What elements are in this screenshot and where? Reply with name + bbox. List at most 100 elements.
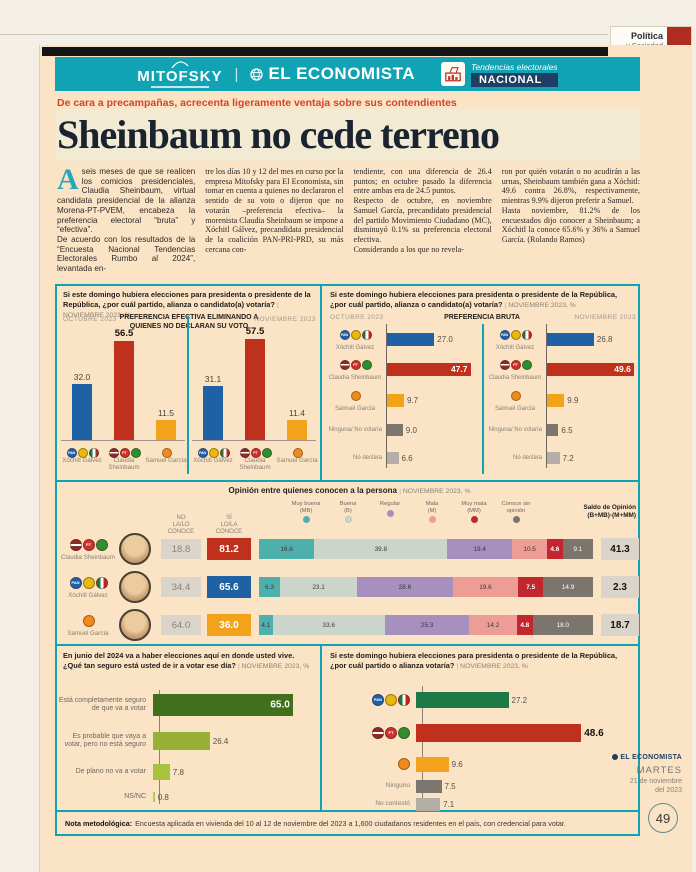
bar-no-declara-noviembre [547,452,560,464]
el-economista-logo: EL ECONOMISTA [250,64,415,84]
legend-dot-muy-mala [470,516,478,524]
morena-icon [239,447,250,458]
bar-no-declara-octubre [387,452,399,464]
article-column-3: tendiente, con una diferencia de 26.4 pu… [353,167,492,254]
column-label-octubre: OCTUBRE 2023 [63,316,117,323]
candidate-name: Claudia Sheinbaum [328,375,382,382]
bar-seguro-votar: 65.0 [153,694,293,716]
pvem-icon [361,359,372,370]
pan-icon: PAN [69,576,82,589]
row-label: No declara [512,454,542,461]
prd-icon [510,329,521,340]
bar-pan-pri-prd [416,692,509,708]
mc-icon [398,758,410,770]
chart-opinion: Opinión entre quienes conocen a la perso… [57,482,642,644]
bar-no-contesto [416,797,441,811]
article-column-2: tre los días 10 y 12 del mes en curso po… [205,167,344,254]
opinion-stacked-bar: 16.6 39.8 19.4 10.5 4.6 9.1 [259,539,593,559]
prd-icon [385,694,397,706]
bar-garcia-noviembre [547,393,565,407]
header-si-conoce: SÍ LO/LA CONOCE [215,515,243,536]
prd-icon [208,447,219,458]
candidate-name: Samuel García [145,457,187,464]
candidate-name: Xóchitl Gálvez [62,457,102,464]
partido-mc [322,758,416,770]
efectiva-noviembre-chart: 31.1 57.5 11.4 PAN PT Xóchitl [192,326,318,476]
alianza-pan-pri-prd: PAN [322,694,416,706]
bar-no-votar [153,764,170,780]
pan-icon: PAN [499,329,510,340]
row-label: Está completamente seguro de que va a vo… [58,696,146,712]
footer-date: 21 de noviembre del 2023 [629,778,682,795]
fold-bar [42,47,608,56]
tendencias-badge: Tendencias electorales NACIONAL [441,62,558,87]
candidate-name: Xóchitl Gálvez [495,345,535,352]
pvem-icon [130,447,141,458]
masthead-bar: MITOFSKY | EL ECONOMISTA Tendencias elec… [55,57,640,91]
opinion-stacked-bar: 4.1 33.6 25.3 14.2 4.8 18.0 [259,615,593,635]
page-number: 49 [648,803,678,833]
bar-ns-nc [153,792,155,802]
header-no-conoce: NO LA/LO CONOCE [167,515,195,536]
pt-icon: PT [510,359,521,370]
bar-garcia-octubre [156,419,176,440]
morena-icon [499,359,510,370]
pvem-icon [521,359,532,370]
section-name: Política [630,31,663,41]
legend-dot-buena [344,516,352,524]
claudia-sheinbaum-photo [119,533,151,565]
mc-icon [350,390,361,401]
mc-icon [82,614,95,627]
bar-mc [416,756,449,772]
pri-icon [95,576,108,589]
footer-day: MARTES [636,765,682,776]
bar-sheinbaum-octubre [114,341,134,440]
pt-icon: PT [119,447,130,458]
column-label-octubre: OCTUBRE 2023 [330,314,384,321]
chart-period-note: NOVIEMBRE 2023, % [457,663,528,670]
chart-question: Si este domingo hubiera elecciones para … [63,290,311,309]
si-conoce-value: 36.0 [207,614,251,636]
morena-icon [69,538,82,551]
note-text: Encuesta aplicada en vivienda del 10 al … [135,818,566,828]
prd-icon [77,447,88,458]
bar-sheinbaum-noviembre [245,339,265,440]
pt-icon: PT [82,538,95,551]
chart-question: En junio del 2024 va a haber elecciones … [63,651,295,670]
page-body: MITOFSKY | EL ECONOMISTA Tendencias elec… [40,45,692,872]
pan-icon: PAN [66,447,77,458]
badge-subtitle: Tendencias electorales [471,61,558,72]
morena-icon [372,727,384,739]
pri-icon [219,447,230,458]
bar-morena-pt-pvem [416,724,582,742]
no-conoce-value: 64.0 [161,615,201,635]
bar-value: 31.1 [204,373,222,384]
article-column-4: ron por quién votarán o no acudirán a la… [501,167,640,244]
candidate-name: Claudia Sheinbaum [488,375,542,382]
headline-background [55,109,640,161]
mitofsky-wordmark: MITOFSKY [137,67,223,85]
bar-ninguno [416,779,442,793]
row-label: Ninguna/ No votaría [488,426,542,433]
chart-question: Si este domingo hubiera elecciones para … [330,290,618,309]
pvem-icon [95,538,108,551]
pt-icon: PT [385,727,397,739]
mitofsky-swirl-icon [171,60,189,68]
candidate-name: Samuel García [67,630,109,637]
pri-icon [361,329,372,340]
morena-icon [108,447,119,458]
ballot-box-icon [441,62,466,86]
note-prefix: Nota metodológica: [65,818,133,828]
si-conoce-value: 65.6 [207,576,251,598]
bar-xochitl-noviembre [547,332,594,346]
candidate-name: Claudia Sheinbaum [61,554,116,561]
pvem-icon [261,447,272,458]
row-label: No contestó [375,800,410,808]
efectiva-octubre-chart: 32.0 56.5 11.5 PAN PT Xóchitl [61,326,187,476]
bruta-octubre-chart: PAN Xóchitl Gálvez 27.0 PT Claudia Sheinba… [326,322,478,474]
bar-garcia-octubre [387,393,404,407]
el-economista-wordmark: EL ECONOMISTA [268,64,416,83]
opinion-row-garcia: Samuel García 64.0 36.0 4.1 33.6 25.3 14… [57,609,642,642]
bar-xochitl-octubre [387,332,435,346]
